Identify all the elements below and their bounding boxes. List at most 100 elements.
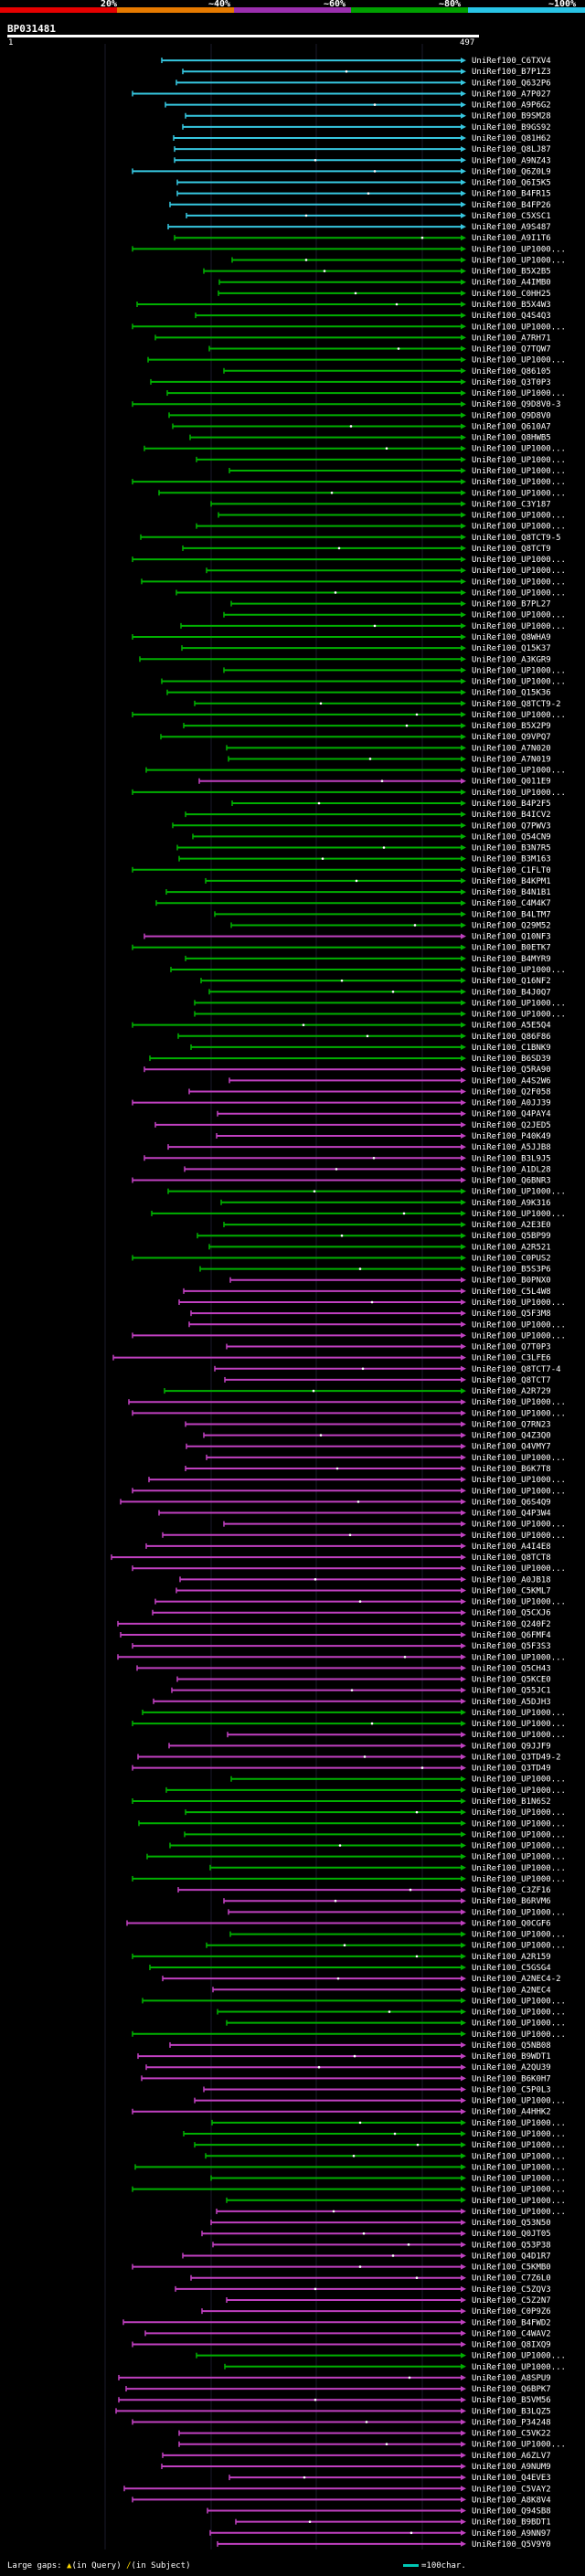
- hit-label[interactable]: UniRef100_B1N6S2: [472, 1797, 551, 1807]
- hit-label[interactable]: UniRef100_B4FP26: [472, 201, 551, 210]
- hit-label[interactable]: UniRef100_Q15K36: [472, 689, 551, 698]
- alignment-row[interactable]: UniRef100_B7PL27: [230, 600, 551, 610]
- alignment-row[interactable]: UniRef100_A9NUM9: [161, 2463, 551, 2472]
- alignment-row[interactable]: UniRef100_Q0CGF6: [126, 1919, 551, 1928]
- hit-label[interactable]: UniRef100_UP1000...: [472, 1842, 566, 1851]
- alignment-row[interactable]: UniRef100_B6K7T8: [185, 1465, 551, 1474]
- hit-label[interactable]: UniRef100_Q9D8V0-3: [472, 400, 561, 409]
- alignment-row[interactable]: UniRef100_Q54CN9: [192, 832, 551, 842]
- hit-label[interactable]: UniRef100_Q5KCE0: [472, 1676, 551, 1685]
- hit-label[interactable]: UniRef100_Q4VMY7: [472, 1443, 551, 1452]
- hit-label[interactable]: UniRef100_UP1000...: [472, 789, 566, 798]
- alignment-row[interactable]: UniRef100_UP1000...: [169, 1842, 566, 1851]
- alignment-row[interactable]: UniRef100_Q610A7: [172, 422, 551, 431]
- alignment-row[interactable]: UniRef100_UP1000...: [138, 1819, 566, 1829]
- hit-label[interactable]: UniRef100_UP1000...: [472, 1931, 566, 1940]
- hit-label[interactable]: UniRef100_UP1000...: [472, 323, 566, 332]
- alignment-row[interactable]: UniRef100_Q6BNR3: [132, 1177, 551, 1186]
- hit-label[interactable]: UniRef100_C1FLT0: [472, 866, 551, 875]
- hit-label[interactable]: UniRef100_UP1000...: [472, 1731, 566, 1740]
- hit-label[interactable]: UniRef100_C0HH25: [472, 290, 551, 299]
- alignment-row[interactable]: UniRef100_B7P1Z3: [182, 68, 551, 77]
- hit-label[interactable]: UniRef100_UP1000...: [472, 1476, 566, 1485]
- alignment-row[interactable]: UniRef100_P40K49: [216, 1132, 551, 1141]
- alignment-row[interactable]: UniRef100_A7N020: [226, 744, 551, 753]
- hit-label[interactable]: UniRef100_UP1000...: [472, 445, 566, 454]
- alignment-row[interactable]: UniRef100_B6SD39: [149, 1055, 551, 1064]
- hit-label[interactable]: UniRef100_A8SPU9: [472, 2374, 551, 2383]
- hit-label[interactable]: UniRef100_B4N1B1: [472, 888, 551, 897]
- hit-label[interactable]: UniRef100_B5X2P9: [472, 722, 551, 731]
- alignment-row[interactable]: UniRef100_Q15K36: [166, 689, 551, 698]
- hit-label[interactable]: UniRef100_Q8TCT9: [472, 545, 551, 554]
- hit-label[interactable]: UniRef100_Q4P3W4: [472, 1510, 551, 1519]
- hit-label[interactable]: UniRef100_B3L9J5: [472, 1154, 551, 1163]
- hit-label[interactable]: UniRef100_UP1000...: [472, 711, 566, 720]
- hit-label[interactable]: UniRef100_A9NN97: [472, 2529, 551, 2539]
- hit-label[interactable]: UniRef100_B9WDT1: [472, 2052, 551, 2062]
- alignment-row[interactable]: UniRef100_C5VAY2: [123, 2485, 551, 2494]
- hit-label[interactable]: UniRef100_B5S3P6: [472, 1266, 551, 1275]
- alignment-row[interactable]: UniRef100_UP1000...: [194, 2097, 566, 2106]
- hit-label[interactable]: UniRef100_UP1000...: [472, 523, 566, 532]
- alignment-row[interactable]: UniRef100_A8K8V4: [132, 2496, 551, 2505]
- hit-label[interactable]: UniRef100_A8K8V4: [472, 2496, 551, 2505]
- alignment-row[interactable]: UniRef100_A7N019: [228, 755, 551, 764]
- hit-label[interactable]: UniRef100_Q6FMF4: [472, 1631, 551, 1640]
- alignment-row[interactable]: UniRef100_B5X4W3: [136, 301, 551, 310]
- hit-label[interactable]: UniRef100_A6ZLV7: [472, 2452, 551, 2461]
- hit-label[interactable]: UniRef100_UP1000...: [472, 1188, 566, 1197]
- alignment-row[interactable]: UniRef100_B5X2B5: [203, 268, 551, 277]
- alignment-row[interactable]: UniRef100_Q3TD49-2: [137, 1753, 561, 1762]
- alignment-row[interactable]: UniRef100_UP1000...: [132, 2186, 566, 2195]
- alignment-row[interactable]: UniRef100_B3LQZ5: [115, 2407, 551, 2416]
- alignment-row[interactable]: UniRef100_Q4S4Q3: [195, 312, 551, 321]
- alignment-row[interactable]: UniRef100_UP1000...: [223, 666, 566, 675]
- alignment-row[interactable]: UniRef100_UP1000...: [162, 1532, 566, 1541]
- alignment-row[interactable]: UniRef100_C1FLT0: [132, 866, 551, 875]
- alignment-row[interactable]: UniRef100_UP1000...: [132, 556, 566, 565]
- alignment-row[interactable]: UniRef100_UP1000...: [176, 588, 566, 598]
- alignment-row[interactable]: UniRef100_C3ZF16: [177, 1886, 551, 1895]
- alignment-row[interactable]: UniRef100_UP1000...: [229, 467, 566, 476]
- hit-label[interactable]: UniRef100_Q8TCT9-5: [472, 534, 561, 543]
- alignment-row[interactable]: UniRef100_B4ICV2: [185, 811, 551, 820]
- hit-label[interactable]: UniRef100_B6K7T8: [472, 1465, 551, 1474]
- alignment-row[interactable]: UniRef100_C0PUS2: [132, 1254, 551, 1263]
- alignment-row[interactable]: UniRef100_UP1000...: [206, 1454, 566, 1463]
- hit-label[interactable]: UniRef100_Q6S4Q9: [472, 1498, 551, 1507]
- hit-label[interactable]: UniRef100_Q4EVE3: [472, 2474, 551, 2483]
- alignment-row[interactable]: UniRef100_C4M4K7: [155, 899, 551, 908]
- hit-label[interactable]: UniRef100_C3ZF16: [472, 1886, 551, 1895]
- alignment-row[interactable]: UniRef100_C0HH25: [218, 290, 551, 299]
- hit-label[interactable]: UniRef100_B5X2B5: [472, 268, 551, 277]
- hit-label[interactable]: UniRef100_Q632P6: [472, 79, 551, 88]
- hit-label[interactable]: UniRef100_C0PUS2: [472, 1254, 551, 1263]
- hit-label[interactable]: UniRef100_UP1000...: [472, 2030, 566, 2040]
- alignment-row[interactable]: UniRef100_UP1000...: [205, 2152, 566, 2161]
- hit-label[interactable]: UniRef100_Q7RN23: [472, 1420, 551, 1429]
- hit-label[interactable]: UniRef100_UP1000...: [472, 1819, 566, 1829]
- alignment-row[interactable]: UniRef100_A2NEC4-2: [162, 1975, 561, 1984]
- alignment-row[interactable]: UniRef100_Q5NB08: [169, 2041, 551, 2051]
- alignment-row[interactable]: UniRef100_Q5CXJ6: [152, 1609, 551, 1618]
- hit-label[interactable]: UniRef100_B5VM56: [472, 2396, 551, 2405]
- hit-label[interactable]: UniRef100_B9SM28: [472, 112, 551, 122]
- hit-label[interactable]: UniRef100_Q2F058: [472, 1087, 551, 1097]
- hit-label[interactable]: UniRef100_UP1000...: [472, 2130, 566, 2139]
- hit-label[interactable]: UniRef100_Q5BP99: [472, 1232, 551, 1241]
- alignment-row[interactable]: UniRef100_A0JJ39: [132, 1099, 551, 1108]
- hit-label[interactable]: UniRef100_A4IMB0: [472, 279, 551, 288]
- alignment-row[interactable]: UniRef100_C5KML7: [176, 1586, 551, 1595]
- alignment-row[interactable]: UniRef100_Q8WHA9: [132, 633, 551, 642]
- hit-label[interactable]: UniRef100_Q9D8V0: [472, 411, 551, 420]
- hit-label[interactable]: UniRef100_C5GSG4: [472, 1964, 551, 1973]
- alignment-row[interactable]: UniRef100_UP1000...: [183, 2130, 566, 2139]
- hit-label[interactable]: UniRef100_A2R729: [472, 1387, 551, 1396]
- alignment-row[interactable]: UniRef100_Q8IXQ9: [132, 2341, 551, 2350]
- alignment-row[interactable]: UniRef100_Q632P6: [176, 79, 551, 88]
- hit-label[interactable]: UniRef100_UP1000...: [472, 611, 566, 620]
- alignment-row[interactable]: UniRef100_A8SPU9: [118, 2374, 551, 2383]
- alignment-row[interactable]: UniRef100_Q5F3M8: [190, 1309, 551, 1319]
- hit-label[interactable]: UniRef100_Q94SB8: [472, 2507, 551, 2517]
